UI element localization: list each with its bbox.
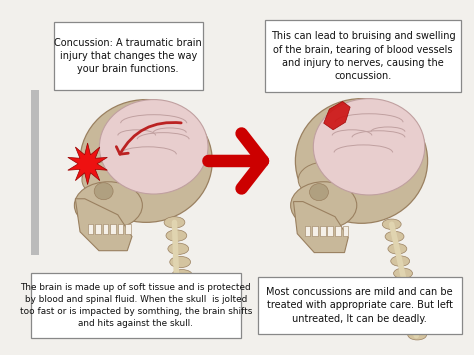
Text: The brain is made up of soft tissue and is protected
by blood and spinal fluid. : The brain is made up of soft tissue and … [19, 283, 252, 328]
Bar [305, 226, 310, 236]
Text: Concussion: A traumatic brain
injury that changes the way
your brain functions.: Concussion: A traumatic brain injury tha… [55, 38, 202, 74]
Ellipse shape [166, 230, 187, 241]
Polygon shape [68, 143, 107, 185]
FancyBboxPatch shape [257, 277, 462, 334]
Ellipse shape [173, 283, 194, 294]
Text: This can lead to bruising and swelling
of the brain, tearing of blood vessels
an: This can lead to bruising and swelling o… [271, 31, 455, 81]
Bar [88, 224, 93, 234]
Bar [320, 226, 326, 236]
Text: Most concussions are mild and can be
treated with appropriate care. But left
unt: Most concussions are mild and can be tre… [266, 287, 453, 324]
Bar [328, 226, 333, 236]
Ellipse shape [393, 268, 412, 279]
Ellipse shape [100, 100, 208, 194]
Polygon shape [324, 102, 350, 130]
Polygon shape [293, 202, 348, 253]
Ellipse shape [170, 256, 191, 268]
FancyBboxPatch shape [265, 20, 461, 92]
Ellipse shape [295, 99, 428, 223]
Ellipse shape [408, 329, 427, 340]
Bar [343, 226, 348, 236]
Bar [95, 224, 101, 234]
Ellipse shape [94, 183, 113, 200]
Bar [31, 90, 39, 255]
Bar [103, 224, 109, 234]
Ellipse shape [164, 217, 185, 228]
Ellipse shape [391, 256, 410, 266]
Ellipse shape [396, 280, 415, 291]
Ellipse shape [402, 305, 421, 315]
Ellipse shape [388, 244, 407, 254]
Ellipse shape [168, 243, 189, 255]
Ellipse shape [298, 162, 353, 198]
Bar [312, 226, 318, 236]
Ellipse shape [80, 100, 212, 222]
Bar [118, 224, 124, 234]
Ellipse shape [291, 182, 357, 229]
Ellipse shape [385, 231, 404, 242]
Ellipse shape [74, 182, 142, 229]
Ellipse shape [310, 184, 328, 201]
FancyBboxPatch shape [31, 273, 241, 338]
Ellipse shape [105, 153, 131, 174]
Ellipse shape [172, 269, 192, 281]
Ellipse shape [313, 99, 425, 195]
Polygon shape [75, 199, 132, 251]
Ellipse shape [82, 161, 138, 199]
FancyBboxPatch shape [54, 22, 203, 90]
Ellipse shape [399, 293, 418, 303]
Bar [110, 224, 116, 234]
Ellipse shape [382, 219, 401, 229]
Ellipse shape [177, 309, 198, 321]
Bar [125, 224, 131, 234]
Ellipse shape [320, 155, 346, 176]
Ellipse shape [405, 317, 424, 328]
Ellipse shape [175, 296, 196, 307]
Bar [335, 226, 341, 236]
